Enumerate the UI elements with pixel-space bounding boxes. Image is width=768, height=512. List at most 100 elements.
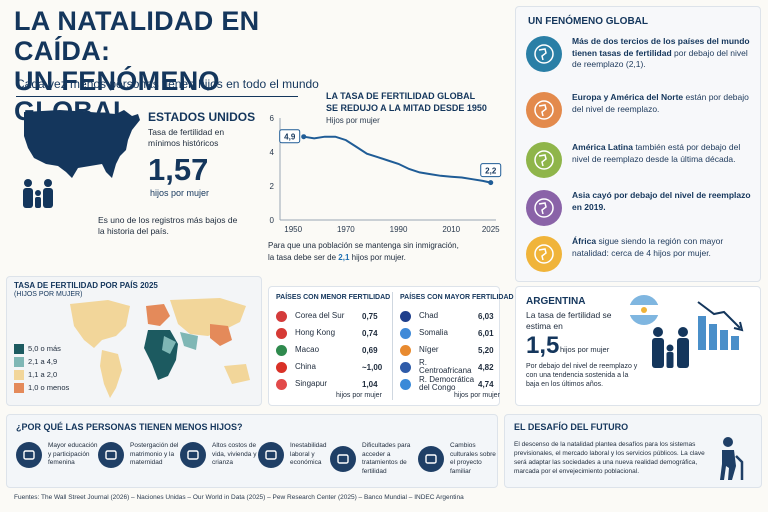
reason-item: Altos costos de vida, vivienda y crianza: [180, 442, 262, 468]
flag-icon: [400, 378, 411, 390]
sources: Fuentes: The Wall Street Journal (2026) …: [14, 494, 464, 501]
country-name: Singapur: [295, 379, 328, 388]
y-tick-label: 0: [270, 216, 275, 225]
flag-icon: [400, 327, 411, 339]
tables-divider: [392, 292, 393, 400]
table-row: Níger 5,20: [400, 342, 508, 358]
briefcase-icon: [258, 442, 284, 468]
map-legend: 5,0 o más 2,1 a 4,9 1,1 a 2,0 1,0 o menos: [14, 342, 69, 394]
legend-label: 1,1 a 2,0: [28, 370, 58, 379]
country-name: Somalia: [419, 328, 448, 337]
replacement-rate-value: 2,1: [338, 253, 350, 262]
flag-icon: [276, 344, 287, 356]
table-row: Corea del Sur 0,75: [276, 308, 392, 324]
country-value: 0,69: [362, 345, 378, 355]
country-name: R. Democrática del Congo: [419, 375, 475, 392]
high-fertility-title: PAÍSES CON MAYOR FERTILIDAD: [400, 294, 514, 301]
region-text: Más de dos tercios de los países del mun…: [572, 36, 752, 71]
flag-icon: [276, 310, 287, 322]
why-title: ¿POR QUÉ LAS PERSONAS TIENEN MENOS HIJOS…: [16, 422, 243, 432]
asia-icon: [526, 190, 562, 226]
country-name: Macao: [295, 345, 320, 354]
region-highlight: Más de dos tercios de los países del mun…: [572, 36, 750, 58]
country-name: Corea del Sur: [295, 311, 345, 320]
country-name: Chad: [419, 311, 439, 320]
region-text: América Latina también está por debajo d…: [572, 142, 752, 165]
argentina-title: ARGENTINA: [526, 296, 586, 307]
chart-note: Para que una población se mantenga sin i…: [268, 240, 498, 264]
region-highlight: Europa y América del Norte: [572, 92, 684, 102]
x-tick-label: 2010: [442, 225, 460, 234]
future-title: EL DESAFÍO DEL FUTURO: [514, 422, 629, 432]
reason-label: Inestabilidad laboral y económica: [290, 442, 327, 467]
usa-map-icon: [24, 110, 140, 178]
y-tick-label: 6: [270, 114, 275, 123]
end-data-label-box: [480, 163, 502, 178]
flag-icon: [276, 378, 287, 390]
americas-icon: [526, 92, 562, 128]
usa-unit: hijos por mujer: [150, 188, 210, 198]
money-icon: [180, 442, 206, 468]
flag-icon: [276, 361, 287, 373]
reason-item: Inestabilidad laboral y económica: [258, 442, 340, 468]
region-detail: también está por debajo del nivel de ree…: [572, 142, 741, 164]
country-name: Hong Kong: [295, 328, 336, 337]
reason-label: Altos costos de vida, vivienda y crianza: [212, 442, 257, 467]
country-value: 6,01: [478, 328, 494, 338]
table-row: Chad 6,03: [400, 308, 508, 324]
argentina-flag-icon: [629, 295, 659, 325]
country-value: 1,04: [362, 379, 378, 389]
usa-description: Tasa de fertilidad en mínimos históricos: [148, 127, 225, 148]
country-value: 6,03: [478, 311, 494, 321]
region-text: Asia cayó por debajo del nivel de reempl…: [572, 190, 752, 213]
country-name: Níger: [419, 345, 439, 354]
reason-label: Postergación del matrimonio y la materni…: [130, 442, 179, 467]
table-row: R. Democrática del Congo 4,74: [400, 376, 508, 392]
argentina-unit: hijos por mujer: [560, 345, 610, 354]
x-tick-label: 1950: [284, 225, 302, 234]
region-detail: por debajo del nivel de reemplazo (2,1).: [572, 47, 748, 70]
argentina-note: Por debajo del nivel de reemplazo y con …: [526, 363, 638, 388]
declining-bars-icon: [697, 301, 744, 350]
region-detail: sigue siendo la región con mayor natalid…: [572, 236, 724, 258]
x-tick-label: 1990: [390, 225, 408, 234]
title-divider: [16, 96, 298, 97]
region-item: África sigue siendo la región con mayor …: [526, 236, 752, 272]
chart-note-post: hijos por mujer.: [349, 253, 406, 262]
flag-icon: [400, 344, 411, 356]
title-line-1: LA NATALIDAD EN CAÍDA:: [14, 6, 260, 66]
why-panel: [6, 414, 498, 488]
heart-pulse-icon: [330, 446, 356, 472]
family-icon-argentina: [652, 327, 689, 368]
region-text: Europa y América del Norte están por deb…: [572, 92, 752, 115]
region-highlight: Asia cayó por debajo del nivel de reempl…: [572, 190, 751, 212]
usa-fertility-value: 1,57: [148, 152, 209, 187]
world-map: [70, 298, 250, 398]
argentina-description: La tasa de fertilidad se estima en: [526, 310, 612, 331]
usa-note: Es uno de los registros más bajos de la …: [98, 215, 238, 236]
table-row: R. Centroafricana 4,82: [400, 359, 508, 375]
legend-label: 5,0 o más: [28, 344, 61, 353]
table-row: Macao 0,69: [276, 342, 392, 358]
flag-icon: [400, 310, 411, 322]
latin-america-icon: [526, 142, 562, 178]
map-subtitle: (HIJOS POR MUJER): [14, 291, 83, 298]
chart-title-line-2: SE REDUJO A LA MITAD DESDE 1950: [326, 103, 487, 113]
page-title: LA NATALIDAD EN CAÍDA: UN FENÓMENO GLOBA…: [14, 6, 334, 126]
table-row: Singapur 1,04: [276, 376, 392, 392]
legend-item: 1,1 a 2,0: [14, 368, 69, 381]
flag-icon: [400, 361, 411, 373]
end-point: [488, 180, 494, 186]
country-value: 0,75: [362, 311, 378, 321]
country-value: 0,74: [362, 328, 378, 338]
globe-icon: [526, 36, 562, 72]
legend-label: 2,1 a 4,9: [28, 357, 58, 366]
low-table-footer: hijos por mujer: [336, 392, 382, 399]
reason-label: Mayor educación y participación femenina: [48, 442, 98, 467]
country-value: ~1,00: [362, 362, 383, 372]
start-data-label: 4,9: [284, 133, 296, 142]
chart-note-pre: la tasa debe ser de: [268, 253, 339, 262]
reason-item: Dificultades para acceder a tratamientos…: [330, 442, 412, 476]
legend-item: 1,0 o menos: [14, 381, 69, 394]
future-text: El descenso de la natalidad plantea desa…: [514, 441, 705, 475]
